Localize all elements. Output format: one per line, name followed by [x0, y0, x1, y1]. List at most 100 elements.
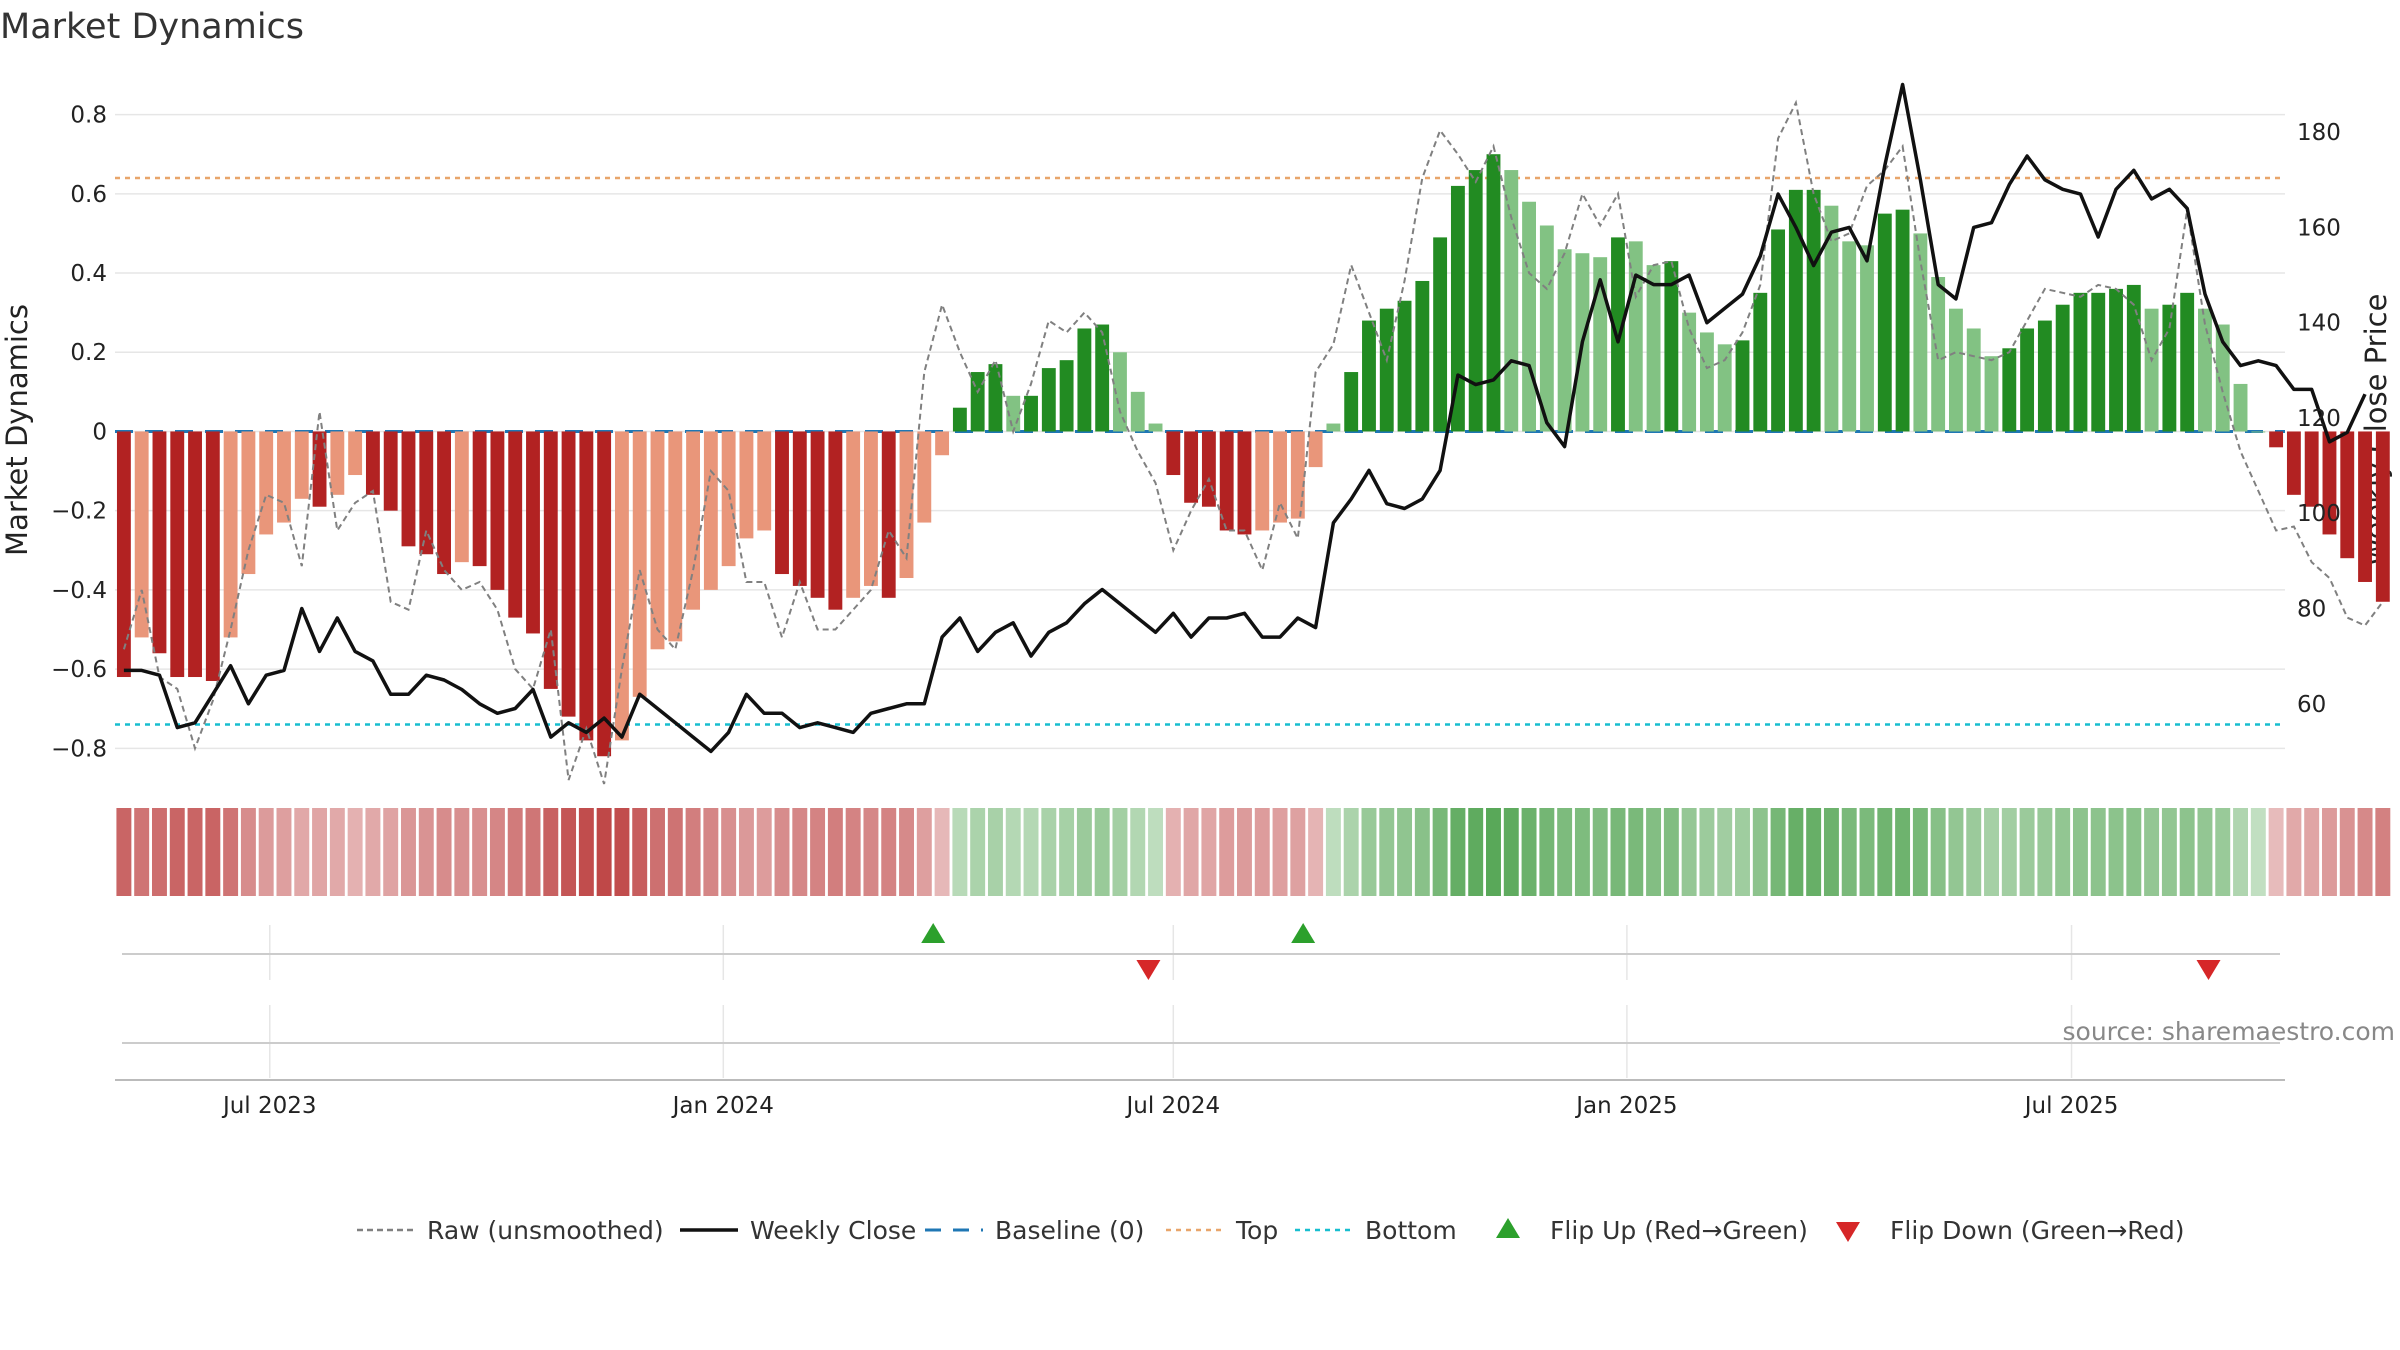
x-tick-label: Jul 2023: [221, 1093, 317, 1119]
market-dynamics-bar: [277, 431, 291, 523]
market-dynamics-bar: [2358, 431, 2372, 582]
x-tick-label: Jan 2024: [671, 1093, 774, 1119]
regime-strip-cell: [2179, 808, 2195, 896]
regime-strip-cell: [1966, 808, 1982, 896]
regime-strip-cell: [472, 808, 488, 896]
regime-strip-cell: [2126, 808, 2142, 896]
legend-swatch-flip-up: [1496, 1218, 1520, 1238]
market-dynamics-bar: [543, 431, 558, 689]
regime-strip-cell: [1610, 808, 1626, 896]
left-axis-label: Market Dynamics: [0, 304, 34, 556]
regime-strip-cell: [863, 808, 879, 896]
regime-strip-cell: [507, 808, 523, 896]
regime-strip-cell: [1361, 808, 1377, 896]
regime-strip-cell: [2144, 808, 2160, 896]
market-dynamics-bar: [2340, 431, 2355, 559]
market-dynamics-bar: [2037, 320, 2052, 432]
market-dynamics-bar: [561, 431, 576, 717]
market-dynamics-bar: [739, 431, 754, 539]
regime-strip-cell: [347, 808, 363, 896]
market-dynamics-bar: [1184, 431, 1199, 503]
market-dynamics-bar: [294, 431, 309, 499]
market-dynamics-bar: [1771, 229, 1786, 432]
regime-strip-cell: [614, 808, 630, 896]
empty-panel: [122, 1005, 2280, 1078]
regime-strip-cell: [418, 808, 434, 896]
legend-label: Baseline (0): [995, 1216, 1144, 1245]
market-dynamics-bar: [1468, 170, 1483, 432]
market-dynamics-bar: [597, 431, 612, 757]
regime-strip-cell: [312, 808, 328, 896]
regime-strip-cell: [223, 808, 239, 896]
regime-strip-cell: [2090, 808, 2106, 896]
market-dynamics-bar: [2251, 431, 2266, 433]
regime-strip-cell: [2072, 808, 2088, 896]
market-dynamics-bar: [1059, 360, 1074, 432]
market-dynamics-bar: [365, 431, 380, 495]
market-dynamics-bar: [1522, 201, 1536, 432]
regime-strip-cell: [525, 808, 541, 896]
regime-strip-cell: [987, 808, 1003, 896]
legend-label: Weekly Close: [750, 1216, 916, 1245]
market-dynamics-bar: [2198, 308, 2212, 432]
market-dynamics-bar: [1877, 213, 1892, 432]
regime-strip-cell: [2037, 808, 2053, 896]
market-dynamics-bar: [2375, 431, 2390, 602]
regime-strip-cell: [1557, 808, 1573, 896]
regime-strip-cell: [596, 808, 612, 896]
legend-label: Raw (unsmoothed): [427, 1216, 664, 1245]
regime-strip-cell: [952, 808, 968, 896]
regime-strip-cell: [1681, 808, 1697, 896]
right-y-tick-label: 80: [2297, 597, 2326, 623]
regime-strip-cell: [2001, 808, 2017, 896]
market-dynamics-bar: [134, 431, 149, 638]
market-dynamics-bar: [1824, 205, 1839, 432]
regime-strip-cell: [1148, 808, 1164, 896]
market-dynamics-bar: [1611, 237, 1625, 432]
market-dynamics-bar: [1113, 352, 1127, 432]
regime-strip-cell: [169, 808, 185, 896]
right-y-tick-label: 60: [2297, 692, 2326, 718]
market-dynamics-bar: [899, 431, 914, 579]
market-dynamics-bar: [1557, 249, 1572, 432]
market-dynamics-bar: [1717, 344, 1732, 432]
regime-strip-cell: [2161, 808, 2177, 896]
regime-strip-cell: [1130, 808, 1146, 896]
regime-strip-cell: [899, 808, 914, 896]
market-dynamics-bar: [864, 431, 878, 586]
regime-strip-cell: [1770, 808, 1786, 896]
market-dynamics-bar: [508, 431, 523, 618]
regime-strip-cell: [1343, 808, 1359, 896]
market-dynamics-bar: [935, 431, 950, 456]
market-dynamics-bar: [259, 431, 274, 535]
regime-strip-cell: [2286, 808, 2302, 896]
market-dynamics-bar: [1362, 320, 1376, 432]
flip-markers-panel: [122, 923, 2280, 980]
regime-strip-cell: [1521, 808, 1537, 896]
regime-strip-cell: [1717, 808, 1733, 896]
market-dynamics-bar: [2002, 348, 2017, 432]
left-y-tick-label: −0.2: [51, 499, 107, 525]
regime-strip-cell: [383, 808, 399, 896]
regime-strip-cell: [1895, 808, 1911, 896]
market-dynamics-bar: [1095, 324, 1110, 432]
regime-strip-cell: [2233, 808, 2249, 896]
market-dynamics-bar: [383, 431, 398, 511]
regime-strip-cell: [2304, 808, 2320, 896]
market-dynamics-bar: [1433, 237, 1448, 432]
regime-strip-cell: [1984, 808, 1999, 896]
right-y-tick-label: 180: [2297, 120, 2341, 146]
regime-strip-cell: [1308, 808, 1324, 896]
market-dynamics-bar: [401, 431, 416, 547]
market-dynamics-bar: [1344, 372, 1359, 432]
regime-strip-cell: [1059, 808, 1075, 896]
market-dynamics-bar: [1984, 356, 1999, 432]
market-dynamics-bar: [1255, 431, 1270, 531]
regime-strip-cell: [489, 808, 505, 896]
regime-strip-cell: [1272, 808, 1288, 896]
left-y-tick-label: −0.4: [51, 578, 107, 604]
regime-strip-cell: [2250, 808, 2266, 896]
market-dynamics-bar: [1806, 189, 1821, 432]
regime-strip-cell: [2197, 808, 2213, 896]
market-dynamics-bar: [775, 431, 789, 575]
